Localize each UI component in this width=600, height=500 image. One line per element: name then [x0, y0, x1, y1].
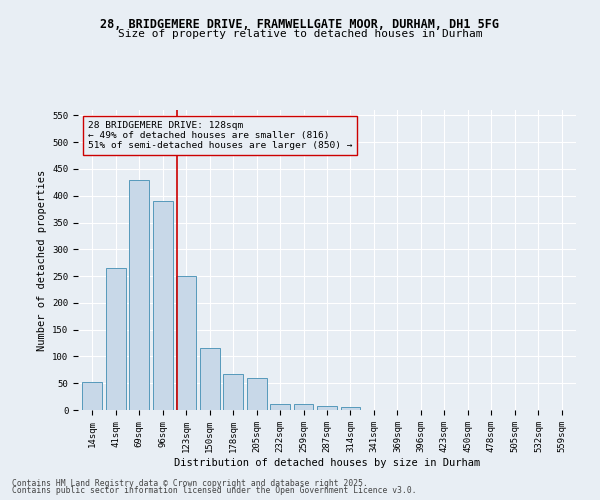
Bar — [200, 348, 220, 410]
X-axis label: Distribution of detached houses by size in Durham: Distribution of detached houses by size … — [174, 458, 480, 468]
Text: Contains HM Land Registry data © Crown copyright and database right 2025.: Contains HM Land Registry data © Crown c… — [12, 478, 368, 488]
Y-axis label: Number of detached properties: Number of detached properties — [37, 170, 47, 350]
Bar — [176, 276, 196, 410]
Text: 28 BRIDGEMERE DRIVE: 128sqm
← 49% of detached houses are smaller (816)
51% of se: 28 BRIDGEMERE DRIVE: 128sqm ← 49% of det… — [88, 120, 352, 150]
Text: 28, BRIDGEMERE DRIVE, FRAMWELLGATE MOOR, DURHAM, DH1 5FG: 28, BRIDGEMERE DRIVE, FRAMWELLGATE MOOR,… — [101, 18, 499, 30]
Bar — [223, 374, 243, 410]
Bar — [317, 406, 337, 410]
Bar — [341, 407, 361, 410]
Bar — [270, 404, 290, 410]
Text: Contains public sector information licensed under the Open Government Licence v3: Contains public sector information licen… — [12, 486, 416, 495]
Bar — [293, 404, 313, 410]
Bar — [106, 268, 125, 410]
Bar — [129, 180, 149, 410]
Bar — [82, 382, 102, 410]
Bar — [247, 378, 266, 410]
Text: Size of property relative to detached houses in Durham: Size of property relative to detached ho… — [118, 29, 482, 39]
Bar — [152, 201, 173, 410]
